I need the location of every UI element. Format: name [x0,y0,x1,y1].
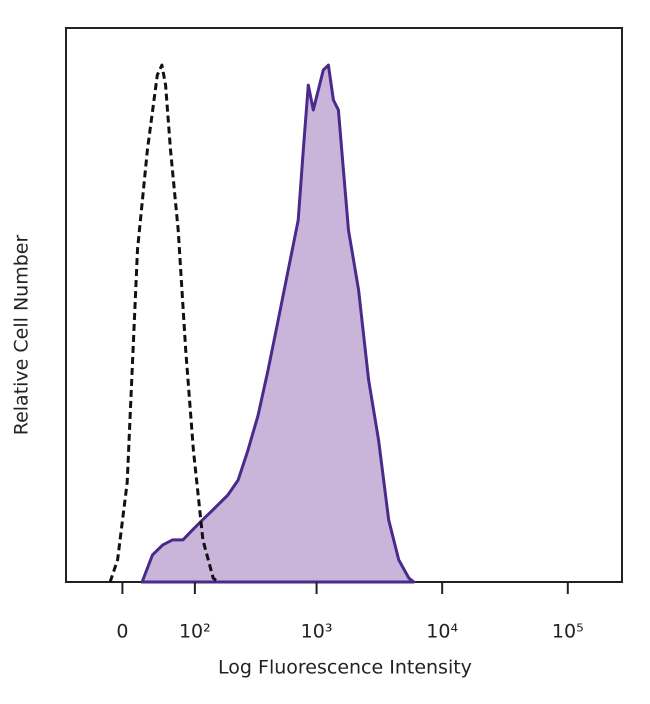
histogram-area [140,63,416,584]
x-tick-label: 0 [116,621,128,643]
x-tick-label: 10⁴ [426,621,458,643]
histogram-line [108,63,220,584]
x-tick-label: 10² [179,621,211,643]
x-tick-label: 10⁵ [552,621,584,643]
x-tick-label: 10³ [301,621,333,643]
y-axis-label: Relative Cell Number [11,235,33,436]
x-axis-label: Log Fluorescence Intensity [218,657,472,679]
